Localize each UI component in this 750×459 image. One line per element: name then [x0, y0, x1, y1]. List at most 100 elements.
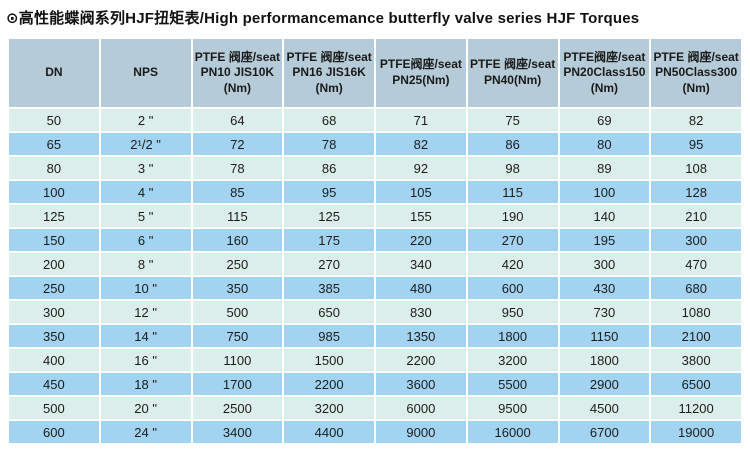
table-cell: 6700 [559, 421, 650, 443]
table-cell: 80 [559, 133, 650, 155]
table-row: 300 12 " 500 650 830 950 730 1080 [9, 301, 741, 323]
table-cell: 100 [559, 181, 650, 203]
table-cell: 2200 [284, 373, 374, 395]
torque-table-body: 50 2 " 64 68 71 75 69 82 65 2¹/2 " 72 78 82 86 80 95 80 3… [9, 109, 741, 443]
table-cell: 140 [559, 205, 650, 227]
table-cell: 125 [284, 205, 374, 227]
table-cell: 2200 [376, 349, 466, 371]
table-cell: 128 [651, 181, 741, 203]
table-cell: 350 [9, 325, 99, 347]
table-cell: 1100 [192, 349, 283, 371]
column-header: PTFE 阀座/seat PN10 JIS10K (Nm) [192, 39, 283, 107]
table-cell: 20 " [100, 397, 191, 419]
table-cell: 2100 [651, 325, 741, 347]
table-cell: 200 [9, 253, 99, 275]
table-cell: 400 [9, 349, 99, 371]
column-header: PTFE阀座/seat PN25(Nm) [376, 39, 466, 107]
table-cell: 100 [9, 181, 99, 203]
table-cell: 10 " [100, 277, 191, 299]
table-row: 125 5 " 115 125 155 190 140 210 [9, 205, 741, 227]
torque-table-head: DN NPS PTFE 阀座/seat PN10 JIS10K (Nm) PTFE 阀… [9, 39, 741, 107]
table-cell: 250 [192, 253, 283, 275]
column-header: PTFE 阀座/seat PN40(Nm) [467, 39, 558, 107]
table-cell: 270 [467, 229, 558, 251]
table-cell: 6 " [100, 229, 191, 251]
table-cell: 1500 [284, 349, 374, 371]
table-row: 65 2¹/2 " 72 78 82 86 80 95 [9, 133, 741, 155]
table-cell: 82 [651, 109, 741, 131]
table-cell: 250 [9, 277, 99, 299]
table-row: 150 6 " 160 175 220 270 195 300 [9, 229, 741, 251]
page-title: ⊙高性能蝶阀系列HJF扭矩表/High performancemance but… [6, 10, 640, 27]
table-cell: 190 [467, 205, 558, 227]
table-cell: 92 [376, 157, 466, 179]
column-header: PTFE 阀座/seat PN16 JIS16K (Nm) [284, 39, 374, 107]
table-cell: 160 [192, 229, 283, 251]
table-row: 250 10 " 350 385 480 600 430 680 [9, 277, 741, 299]
table-cell: 5 " [100, 205, 191, 227]
table-row: 450 18 " 1700 2200 3600 5500 2900 6500 [9, 373, 741, 395]
table-cell: 680 [651, 277, 741, 299]
table-cell: 69 [559, 109, 650, 131]
table-cell: 175 [284, 229, 374, 251]
table-cell: 220 [376, 229, 466, 251]
table-cell: 2¹/2 " [100, 133, 191, 155]
table-cell: 11200 [651, 397, 741, 419]
table-cell: 195 [559, 229, 650, 251]
table-cell: 19000 [651, 421, 741, 443]
table-cell: 150 [9, 229, 99, 251]
table-cell: 470 [651, 253, 741, 275]
table-cell: 95 [284, 181, 374, 203]
table-cell: 115 [192, 205, 283, 227]
table-cell: 270 [284, 253, 374, 275]
table-cell: 3 " [100, 157, 191, 179]
table-cell: 75 [467, 109, 558, 131]
table-cell: 300 [651, 229, 741, 251]
table-cell: 64 [192, 109, 283, 131]
table-cell: 950 [467, 301, 558, 323]
table-cell: 80 [9, 157, 99, 179]
table-cell: 78 [192, 157, 283, 179]
table-cell: 4400 [284, 421, 374, 443]
table-cell: 95 [651, 133, 741, 155]
table-cell: 420 [467, 253, 558, 275]
table-cell: 340 [376, 253, 466, 275]
table-cell: 830 [376, 301, 466, 323]
column-header: PTFE 阀座/seat PN50Class300 (Nm) [651, 39, 741, 107]
table-cell: 24 " [100, 421, 191, 443]
table-cell: 86 [284, 157, 374, 179]
table-row: 80 3 " 78 86 92 98 89 108 [9, 157, 741, 179]
table-cell: 89 [559, 157, 650, 179]
table-row: 350 14 " 750 985 1350 1800 1150 2100 [9, 325, 741, 347]
column-header: NPS [100, 39, 191, 107]
table-cell: 78 [284, 133, 374, 155]
table-cell: 115 [467, 181, 558, 203]
table-cell: 5500 [467, 373, 558, 395]
table-cell: 108 [651, 157, 741, 179]
table-cell: 18 " [100, 373, 191, 395]
table-cell: 385 [284, 277, 374, 299]
table-cell: 985 [284, 325, 374, 347]
table-cell: 2 " [100, 109, 191, 131]
table-cell: 3600 [376, 373, 466, 395]
table-cell: 50 [9, 109, 99, 131]
table-cell: 1700 [192, 373, 283, 395]
table-cell: 750 [192, 325, 283, 347]
table-cell: 16 " [100, 349, 191, 371]
table-cell: 1150 [559, 325, 650, 347]
table-cell: 300 [9, 301, 99, 323]
table-cell: 3800 [651, 349, 741, 371]
table-cell: 14 " [100, 325, 191, 347]
table-cell: 85 [192, 181, 283, 203]
table-cell: 98 [467, 157, 558, 179]
table-cell: 1350 [376, 325, 466, 347]
table-cell: 2900 [559, 373, 650, 395]
table-cell: 300 [559, 253, 650, 275]
table-cell: 72 [192, 133, 283, 155]
table-cell: 730 [559, 301, 650, 323]
table-cell: 3200 [467, 349, 558, 371]
table-cell: 480 [376, 277, 466, 299]
table-cell: 4500 [559, 397, 650, 419]
table-row: 400 16 " 1100 1500 2200 3200 1800 3800 [9, 349, 741, 371]
